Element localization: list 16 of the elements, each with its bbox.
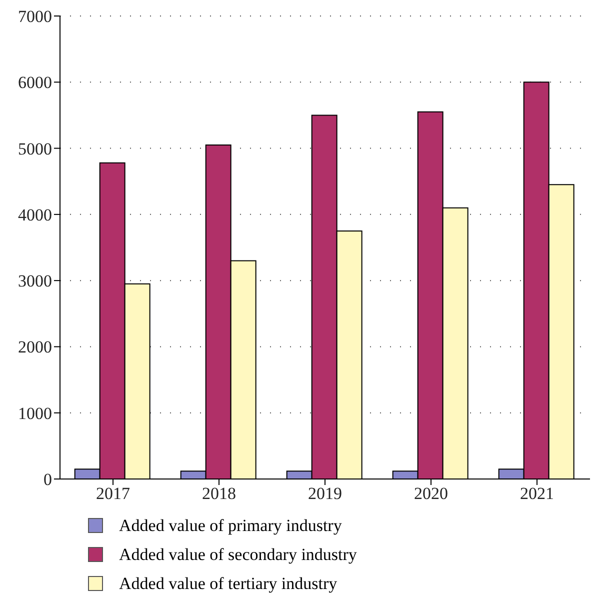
y-tick-label: 4000 (18, 205, 52, 224)
y-tick-label: 7000 (18, 7, 52, 26)
x-tick-label: 2017 (96, 484, 130, 504)
x-tick-label: 2021 (520, 484, 554, 504)
y-tick-label: 2000 (18, 338, 52, 357)
legend-label: Added value of primary industry (119, 516, 342, 536)
x-tick-label: 2019 (308, 484, 342, 504)
y-tick-label: 1000 (18, 404, 52, 423)
x-tick-label: 2020 (414, 484, 448, 504)
y-tick-label: 0 (44, 470, 52, 490)
x-tick-label: 2018 (202, 484, 236, 504)
y-tick-label: 5000 (18, 139, 52, 158)
legend-label: Added value of tertiary industry (119, 574, 338, 594)
y-tick-label: 3000 (18, 272, 52, 291)
y-tick-label: 6000 (18, 73, 52, 92)
legend-label: Added value of secondary industry (119, 544, 357, 564)
